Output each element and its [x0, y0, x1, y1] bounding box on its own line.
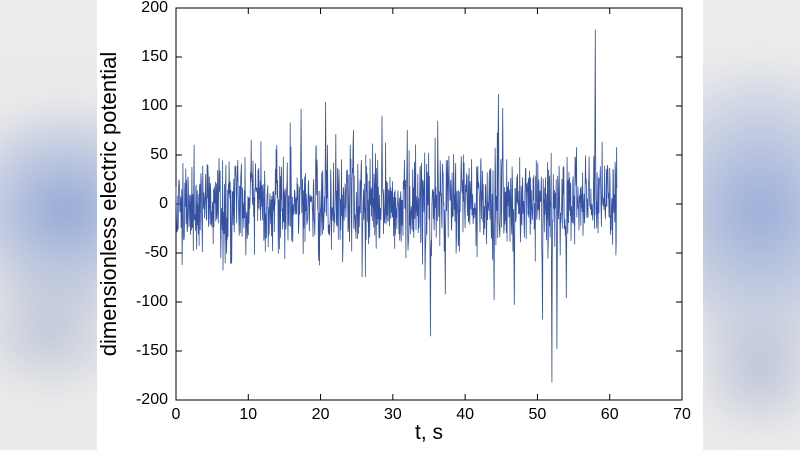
y-tick-label: 50 — [150, 146, 168, 163]
y-tick-label: 100 — [141, 97, 168, 114]
y-axis-label: dimensionless electric potential — [96, 51, 121, 357]
x-tick-label: 20 — [311, 406, 330, 423]
x-axis-label: t, s — [414, 421, 444, 444]
x-tick-label: 0 — [171, 406, 181, 423]
x-tick-label: 10 — [239, 406, 258, 423]
y-tick-label: 200 — [141, 0, 168, 16]
y-tick-label: 0 — [159, 195, 168, 212]
y-tick-label: 150 — [141, 48, 168, 65]
x-tick-label: 60 — [600, 406, 619, 423]
x-tick-label: 70 — [673, 406, 691, 423]
y-tick-label: -200 — [135, 391, 168, 408]
x-tick-label: 40 — [456, 406, 475, 423]
y-tick-label: -150 — [135, 342, 168, 359]
y-tick-label: -50 — [144, 244, 168, 261]
y-tick-label: -100 — [135, 293, 168, 310]
x-tick-label: 30 — [383, 406, 402, 423]
signal-line — [175, 29, 618, 383]
x-tick-label: 50 — [528, 406, 547, 423]
